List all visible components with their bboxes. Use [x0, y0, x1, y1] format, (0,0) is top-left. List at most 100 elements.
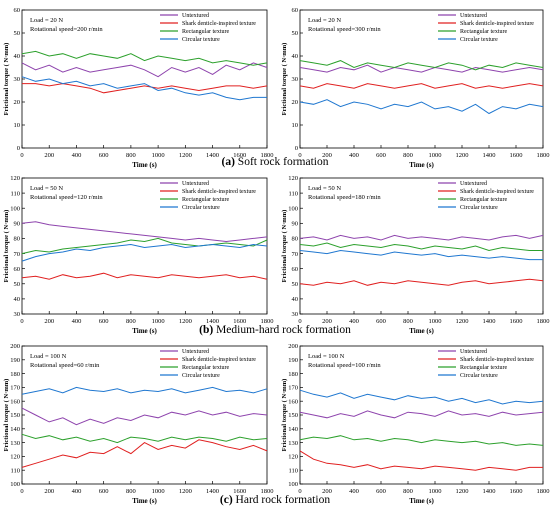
- x-tick-label: 200: [322, 488, 332, 495]
- legend-label: Shark denticle-inspired texture: [182, 189, 256, 195]
- x-tick-label: 1200: [179, 488, 192, 495]
- y-tick-label: 40: [14, 296, 21, 303]
- x-tick-label: 1200: [456, 152, 469, 159]
- series-line-a-right: [299, 64, 544, 73]
- x-tick-label: 200: [44, 488, 54, 495]
- y-tick-label: 190: [10, 357, 20, 364]
- y-tick-label: 160: [10, 398, 20, 405]
- x-tick-label: 600: [99, 152, 109, 159]
- y-axis-label-c-right: Frictional torque ( N·mm): [281, 379, 288, 452]
- legend-label: Circular texture: [460, 373, 498, 379]
- x-tick-label: 800: [126, 488, 136, 495]
- x-axis-label-b-left: Time (s): [132, 327, 157, 335]
- series-line-a-left: [21, 62, 268, 78]
- y-tick-label: 120: [288, 454, 298, 461]
- series-line-b-right: [299, 249, 543, 261]
- y-tick-label: 60: [292, 266, 299, 273]
- x-tick-label: 800: [403, 152, 413, 159]
- x-tick-label: 800: [126, 318, 136, 325]
- legend-label: Rectangular texture: [460, 29, 507, 35]
- x-tick-label: 600: [376, 488, 386, 495]
- annotation-b-right: Rotational speed=180 r/min: [308, 194, 381, 201]
- x-tick-label: 1600: [510, 488, 523, 495]
- legend-label: Untextured: [182, 181, 209, 187]
- x-tick-label: 1800: [537, 318, 550, 325]
- series-line-b-left: [21, 221, 268, 243]
- x-tick-label: 1400: [483, 488, 496, 495]
- y-tick-label: 180: [10, 371, 20, 378]
- y-tick-label: 40: [292, 296, 299, 303]
- x-tick-label: 1200: [456, 488, 469, 495]
- series-line-b-left: [21, 272, 268, 280]
- y-tick-label: 160: [288, 398, 298, 405]
- caption-medium-hard-rock: (b) Medium-hard rock formation: [199, 324, 351, 336]
- annotation-b-left: Load = 50 N: [30, 185, 63, 192]
- y-tick-label: 110: [10, 190, 20, 197]
- y-axis-label-a-right: Frictional torque ( N·mm): [281, 43, 288, 116]
- x-tick-label: 200: [44, 152, 54, 159]
- series-line-a-left: [22, 83, 268, 94]
- y-tick-label: 180: [288, 371, 298, 378]
- y-tick-label: 110: [10, 467, 20, 474]
- x-tick-label: 600: [376, 152, 386, 159]
- y-tick-label: 50: [14, 30, 21, 37]
- series-line-b-right: [299, 242, 543, 252]
- y-tick-label: 130: [288, 440, 298, 447]
- legend-label: Shark denticle-inspired texture: [460, 189, 534, 195]
- y-tick-label: 30: [292, 76, 299, 83]
- annotation-c-right: Load = 100 N: [308, 353, 345, 360]
- y-tick-label: 110: [288, 467, 298, 474]
- y-axis-label-a-left: Frictional torque ( N·mm): [3, 43, 10, 116]
- legend-label: Circular texture: [460, 37, 498, 43]
- series-line-c-right: [299, 450, 543, 471]
- legend-label: Rectangular texture: [460, 197, 507, 203]
- legend-label: Circular texture: [182, 205, 220, 211]
- x-tick-label: 1600: [510, 152, 523, 159]
- y-tick-label: 150: [10, 412, 20, 419]
- x-tick-label: 800: [403, 318, 413, 325]
- x-tick-label: 400: [349, 152, 359, 159]
- x-tick-label: 0: [20, 152, 23, 159]
- x-tick-label: 1000: [429, 488, 442, 495]
- legend-label: Shark denticle-inspired texture: [460, 21, 534, 27]
- x-tick-label: 1400: [483, 152, 496, 159]
- y-tick-label: 30: [14, 76, 21, 83]
- annotation-a-left: Rotational speed=200 r/min: [30, 26, 103, 33]
- x-tick-label: 0: [20, 318, 23, 325]
- series-line-a-right: [299, 99, 544, 115]
- x-tick-label: 1000: [152, 318, 165, 325]
- x-tick-label: 600: [99, 318, 109, 325]
- annotation-a-right: Load = 20 N: [308, 17, 341, 24]
- y-tick-label: 90: [292, 221, 299, 228]
- x-tick-label: 400: [349, 488, 359, 495]
- x-tick-label: 400: [72, 318, 82, 325]
- y-tick-label: 170: [10, 385, 20, 392]
- y-tick-label: 60: [14, 266, 21, 273]
- series-line-c-left: [21, 433, 268, 444]
- y-axis-label-c-left: Frictional torque ( N·mm): [3, 379, 10, 452]
- y-tick-label: 40: [14, 53, 21, 60]
- y-tick-label: 120: [10, 454, 20, 461]
- annotation-c-left: Load = 100 N: [30, 353, 67, 360]
- annotation-c-right: Rotational speed=100 r/min: [308, 362, 381, 369]
- x-tick-label: 1000: [152, 488, 165, 495]
- x-tick-label: 1800: [261, 318, 274, 325]
- y-tick-label: 80: [14, 236, 21, 243]
- x-tick-label: 800: [126, 152, 136, 159]
- x-tick-label: 200: [44, 318, 54, 325]
- x-tick-label: 800: [403, 488, 413, 495]
- x-tick-label: 0: [298, 318, 301, 325]
- annotation-b-left: Rotational speed=120 r/min: [30, 194, 103, 201]
- x-tick-label: 1000: [429, 152, 442, 159]
- y-tick-label: 170: [288, 385, 298, 392]
- y-tick-label: 130: [10, 440, 20, 447]
- legend-label: Rectangular texture: [460, 365, 507, 371]
- x-tick-label: 0: [298, 152, 301, 159]
- series-line-a-left: [21, 50, 268, 66]
- series-line-a-left: [21, 76, 267, 101]
- series-line-a-right: [299, 60, 544, 71]
- legend-label: Circular texture: [460, 205, 498, 211]
- y-tick-label: 60: [292, 7, 299, 14]
- series-line-a-right: [299, 83, 544, 89]
